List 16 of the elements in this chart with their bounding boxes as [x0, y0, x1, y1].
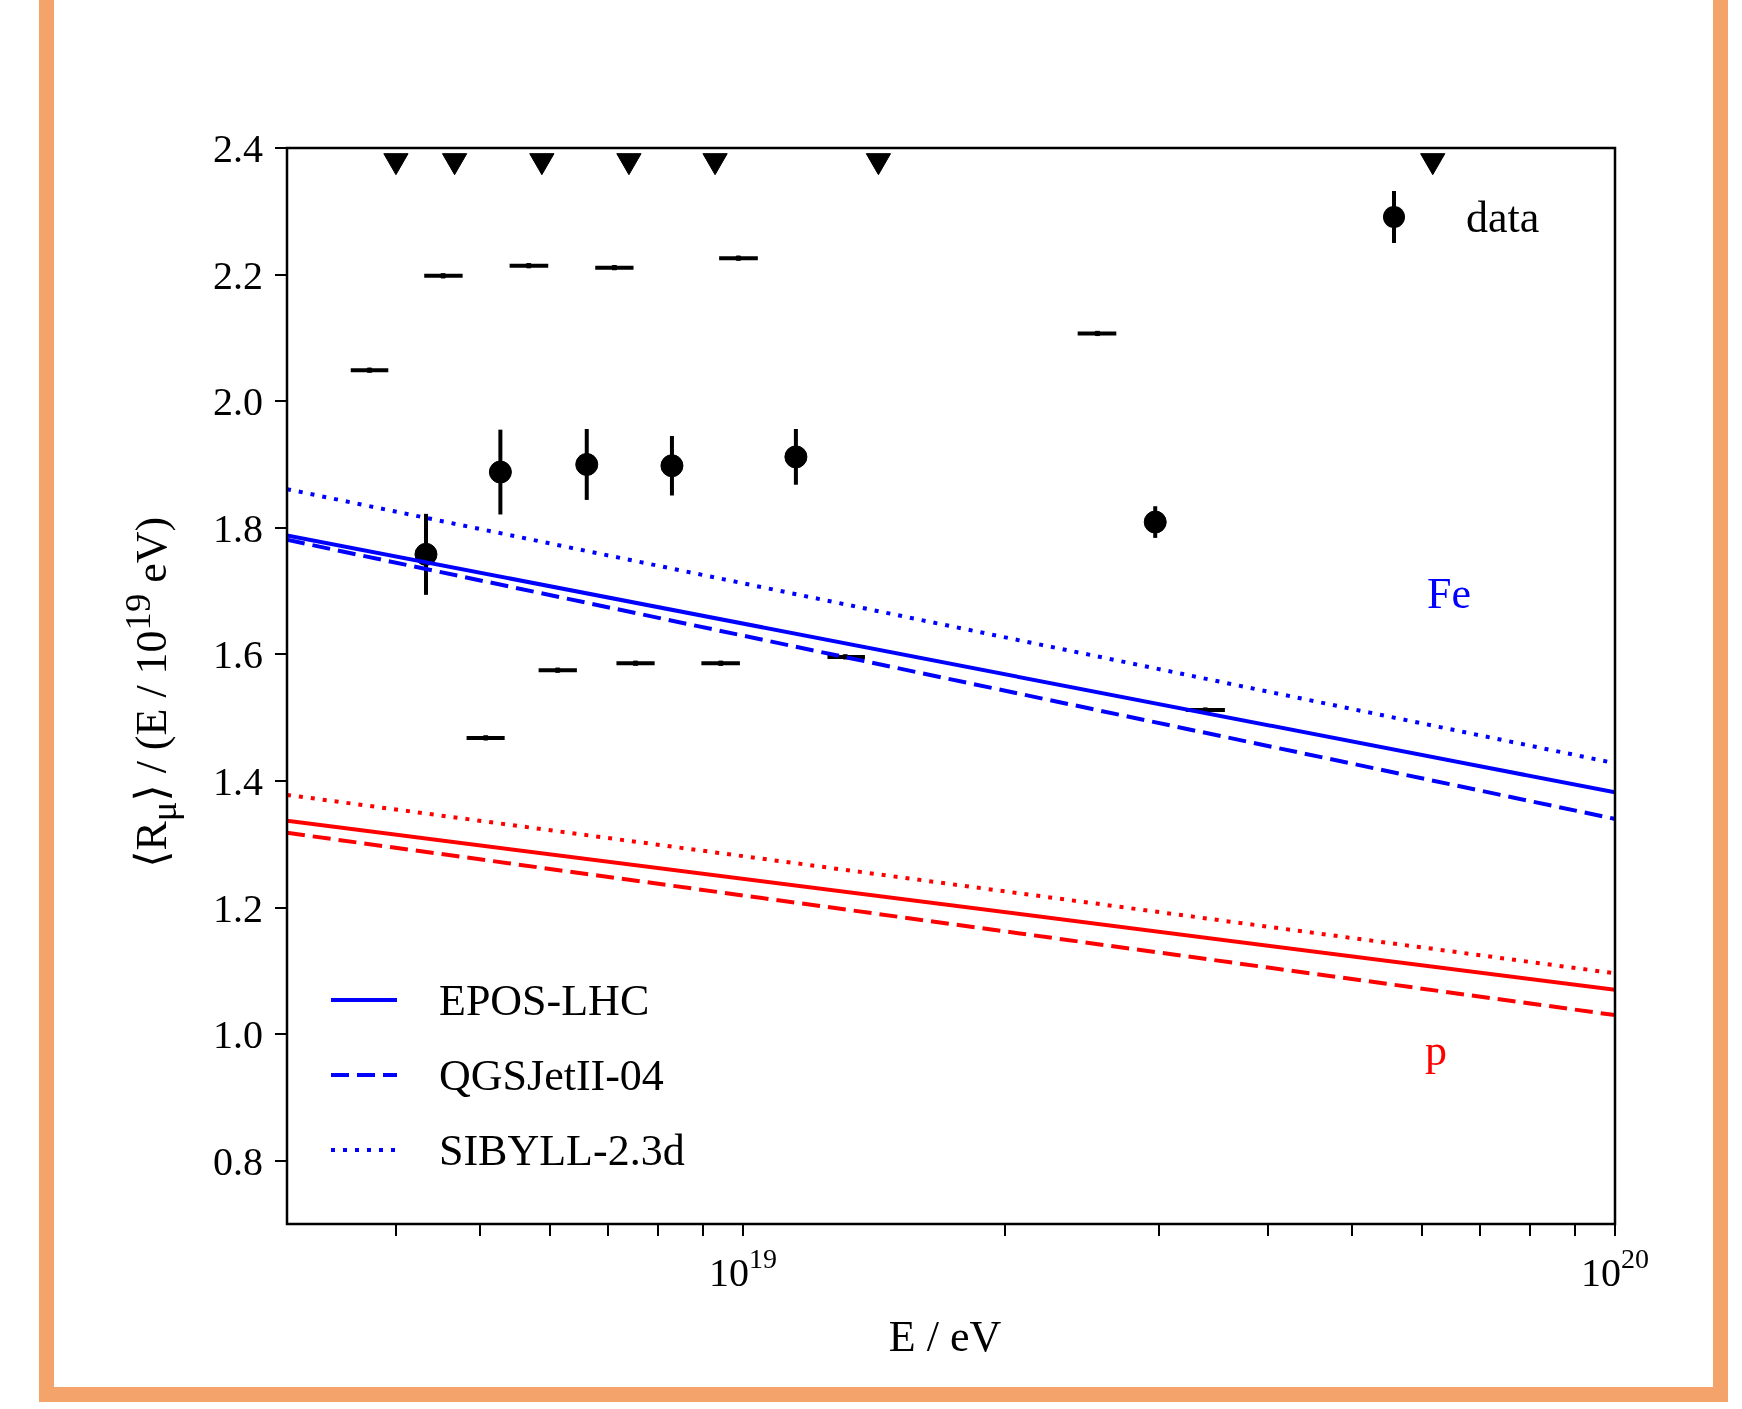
- y-tick-label: 1.6: [213, 632, 263, 678]
- y-tick-label: 2.2: [213, 252, 263, 298]
- y-tick-label: 1.0: [213, 1012, 263, 1058]
- legend-label: QGSJetII-04: [439, 1051, 664, 1100]
- annotation: Fe: [1427, 569, 1471, 618]
- annotation: p: [1425, 1026, 1447, 1075]
- y-tick-label: 0.8: [213, 1138, 263, 1184]
- y-tick-label: 2.4: [213, 126, 263, 171]
- legend-label: data: [1466, 193, 1540, 242]
- x-axis-title: E / eV: [887, 1311, 1003, 1362]
- y-tick-label: 1.8: [213, 505, 263, 551]
- legend-label: SIBYLL-2.3d: [439, 1126, 685, 1175]
- legend-label: EPOS-LHC: [439, 976, 650, 1025]
- y-tick-label: 1.2: [213, 885, 263, 931]
- y-tick-label: 1.4: [213, 758, 263, 804]
- y-tick-label: 2.0: [213, 379, 263, 425]
